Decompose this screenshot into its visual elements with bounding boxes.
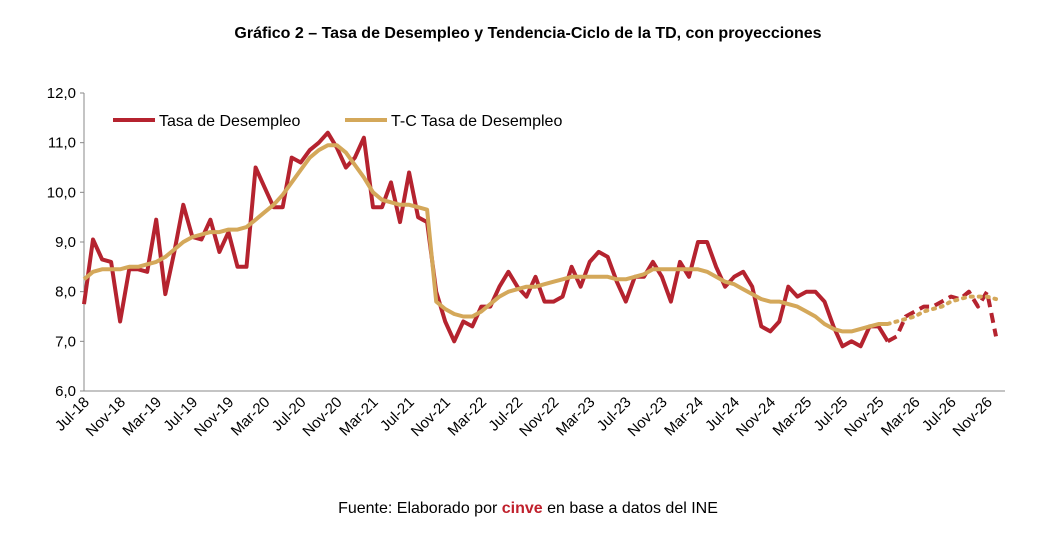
x-tick-label: Nov-20: [299, 394, 345, 440]
legend-label: Tasa de Desempleo: [159, 113, 301, 130]
forecast-line: [885, 294, 998, 326]
x-tick-label: Nov-23: [625, 394, 671, 440]
legend-label: T-C Tasa de Desempleo: [391, 113, 562, 130]
y-tick-label: 6,0: [55, 383, 76, 400]
source-note: Fuente: Elaborado por cinve en base a da…: [338, 500, 718, 517]
x-tick-label: Nov-26: [950, 394, 996, 440]
y-tick-label: 11,0: [48, 135, 76, 152]
x-tick-label: Nov-19: [191, 394, 237, 440]
x-tick-label: Mar-22: [445, 394, 491, 440]
x-tick-label: Mar-26: [878, 394, 924, 440]
x-tick-label: Nov-24: [733, 394, 779, 440]
y-tick-label: 8,0: [55, 284, 76, 301]
forecast-line: [886, 289, 998, 344]
source-suffix: en base a datos del INE: [543, 500, 718, 517]
x-tick-label: Nov-22: [516, 394, 562, 440]
x-tick-label: Mar-25: [770, 394, 816, 440]
x-tick-label: Mar-20: [228, 394, 274, 440]
x-tick-label: Mar-21: [336, 394, 382, 440]
chart-title: Gráfico 2 – Tasa de Desempleo y Tendenci…: [234, 25, 821, 42]
y-tick-label: 12,0: [47, 85, 76, 102]
x-tick-label: Nov-18: [83, 394, 129, 440]
series-line: [82, 130, 890, 349]
x-tick-label: Mar-23: [553, 394, 599, 440]
x-tick-label: Mar-19: [119, 394, 165, 440]
x-tick-label: Nov-25: [841, 394, 887, 440]
x-tick-label: Nov-21: [408, 394, 454, 440]
y-tick-label: 10,0: [47, 184, 76, 201]
x-tick-label: Mar-24: [661, 394, 707, 440]
y-tick-label: 7,0: [55, 333, 76, 350]
source-prefix: Fuente: Elaborado por: [338, 500, 502, 517]
y-tick-label: 9,0: [55, 234, 76, 251]
source-highlight: cinve: [502, 500, 543, 517]
series-line: [82, 143, 888, 334]
